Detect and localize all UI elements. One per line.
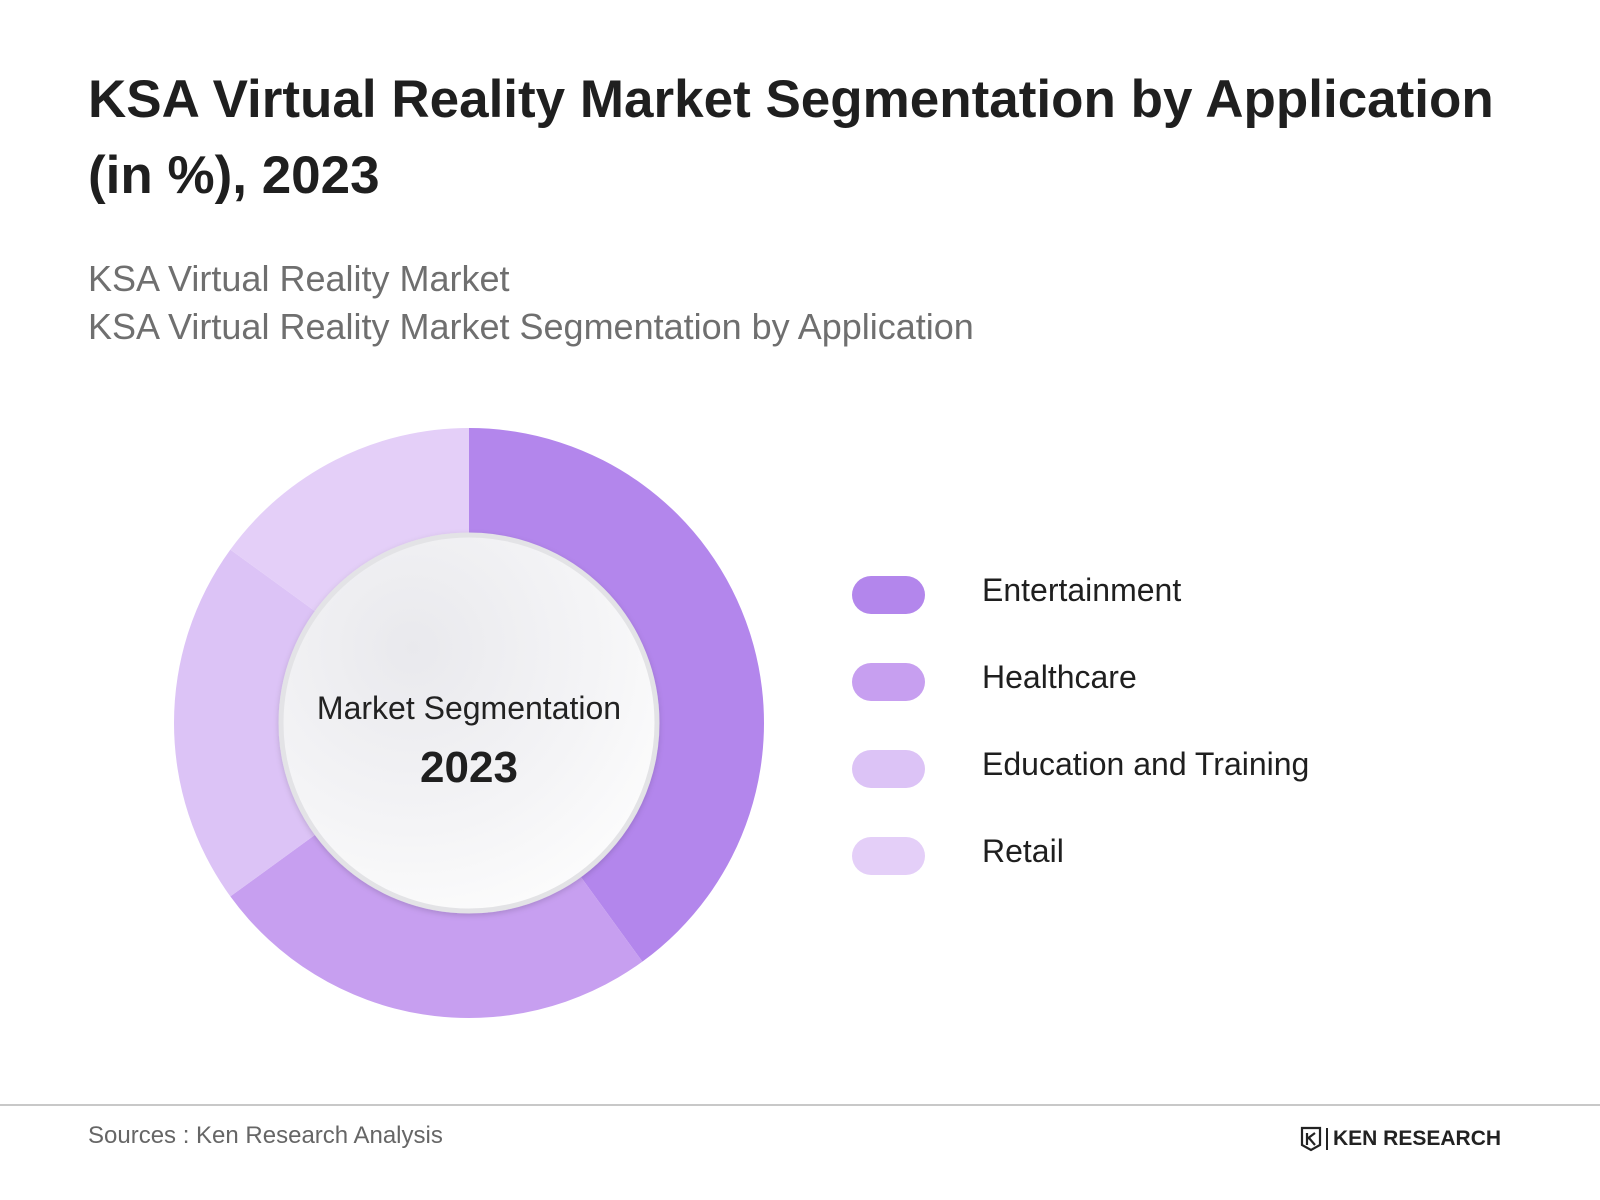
- legend-swatch-education-and-training: [852, 750, 925, 788]
- logo-separator: [1326, 1128, 1328, 1150]
- page-title: KSA Virtual Reality Market Segmentation …: [88, 70, 1494, 205]
- ken-research-k-icon: [1300, 1126, 1322, 1152]
- donut-slice-education-and-training: [174, 549, 316, 897]
- donut-center-label: Market Segmentation: [317, 690, 621, 726]
- legend-label-entertainment: Entertainment: [982, 572, 1182, 608]
- source-note: Sources : Ken Research Analysis: [88, 1122, 443, 1149]
- donut-center-year: 2023: [420, 743, 518, 792]
- donut-slice-retail: [230, 428, 469, 612]
- subtitle-segmentation: KSA Virtual Reality Market Segmentation …: [88, 306, 974, 347]
- donut-slice-entertainment: [469, 428, 765, 962]
- donut-slice-healthcare: [230, 834, 643, 1019]
- legend-label-retail: Retail: [982, 833, 1064, 869]
- legend-swatch-retail: [852, 837, 925, 875]
- ken-research-logo: KEN RESEARCH: [1300, 1124, 1501, 1154]
- legend-swatch-entertainment: [852, 576, 925, 614]
- legend-label-education-and-training: Education and Training: [982, 746, 1310, 782]
- subtitle-market: KSA Virtual Reality Market: [88, 258, 510, 299]
- donut-center-disc: [278, 532, 660, 914]
- legend-label-healthcare: Healthcare: [982, 659, 1137, 695]
- legend-swatch-healthcare: [852, 663, 925, 701]
- donut-slices: [174, 428, 765, 1019]
- footer-divider: [0, 1104, 1600, 1106]
- logo-text: KEN RESEARCH: [1333, 1127, 1502, 1150]
